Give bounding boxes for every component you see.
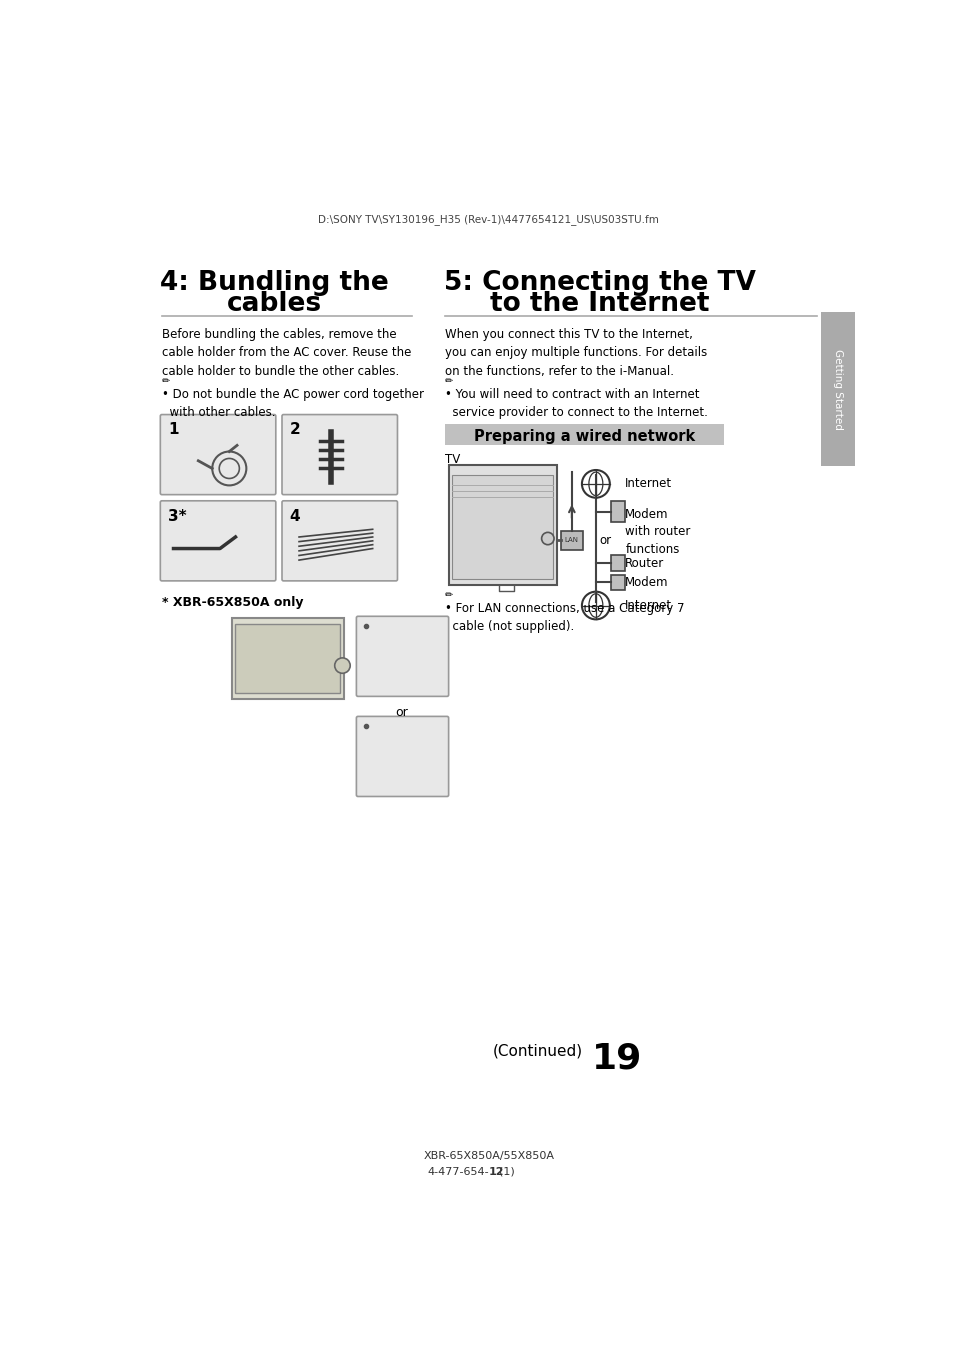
Text: 19: 19 [592, 1041, 641, 1076]
Text: or: or [599, 533, 611, 547]
Text: 1: 1 [168, 423, 178, 437]
Circle shape [541, 532, 554, 544]
Text: Internet: Internet [624, 599, 672, 612]
Text: • For LAN connections, use a Category 7
  cable (not supplied).: • For LAN connections, use a Category 7 … [444, 602, 683, 633]
Text: Modem: Modem [624, 576, 668, 589]
Text: • Do not bundle the AC power cord together
  with other cables.: • Do not bundle the AC power cord togeth… [162, 387, 423, 418]
Text: (Continued): (Continued) [492, 1044, 582, 1058]
Text: 3*: 3* [168, 509, 187, 524]
Text: ✏: ✏ [162, 377, 170, 386]
Text: 4: Bundling the: 4: Bundling the [160, 270, 388, 296]
Text: D:\SONY TV\SY130196_H35 (Rev-1)\4477654121_US\US03STU.fm: D:\SONY TV\SY130196_H35 (Rev-1)\44776541… [318, 215, 659, 225]
Text: 12: 12 [488, 1166, 504, 1177]
Text: 4-477-654-: 4-477-654- [427, 1166, 488, 1177]
FancyBboxPatch shape [448, 466, 557, 585]
FancyBboxPatch shape [356, 717, 448, 796]
Text: cables: cables [227, 292, 321, 317]
FancyBboxPatch shape [356, 617, 448, 697]
Text: 2: 2 [290, 423, 300, 437]
FancyBboxPatch shape [611, 575, 624, 590]
FancyBboxPatch shape [444, 424, 723, 446]
Circle shape [335, 657, 350, 674]
Text: * XBR-65X850A only: * XBR-65X850A only [162, 597, 303, 609]
FancyBboxPatch shape [820, 312, 855, 466]
Text: 4: 4 [290, 509, 300, 524]
FancyBboxPatch shape [611, 501, 624, 522]
FancyBboxPatch shape [160, 414, 275, 494]
Text: TV: TV [444, 454, 459, 466]
FancyBboxPatch shape [160, 501, 275, 580]
Text: LAN: LAN [564, 537, 578, 543]
FancyBboxPatch shape [282, 501, 397, 580]
Text: (1): (1) [498, 1166, 515, 1177]
Text: to the Internet: to the Internet [490, 292, 709, 317]
FancyBboxPatch shape [611, 555, 624, 571]
Text: Modem
with router
functions: Modem with router functions [624, 508, 690, 556]
Text: ✏: ✏ [444, 377, 453, 386]
FancyBboxPatch shape [452, 475, 553, 579]
Text: 5: Connecting the TV: 5: Connecting the TV [443, 270, 755, 296]
Text: Getting Started: Getting Started [832, 348, 841, 429]
FancyBboxPatch shape [232, 618, 344, 699]
FancyBboxPatch shape [235, 624, 340, 693]
Text: • You will need to contract with an Internet
  service provider to connect to th: • You will need to contract with an Inte… [444, 387, 707, 418]
Text: Preparing a wired network: Preparing a wired network [473, 428, 694, 444]
Text: ✏: ✏ [444, 590, 453, 601]
Text: Router: Router [624, 556, 664, 570]
Text: Before bundling the cables, remove the
cable holder from the AC cover. Reuse the: Before bundling the cables, remove the c… [162, 328, 411, 378]
Text: XBR-65X850A/55X850A: XBR-65X850A/55X850A [423, 1152, 554, 1161]
FancyBboxPatch shape [282, 414, 397, 494]
Text: When you connect this TV to the Internet,
you can enjoy multiple functions. For : When you connect this TV to the Internet… [444, 328, 706, 378]
Text: or: or [395, 706, 408, 718]
Text: Internet: Internet [624, 478, 672, 490]
FancyBboxPatch shape [560, 531, 582, 549]
